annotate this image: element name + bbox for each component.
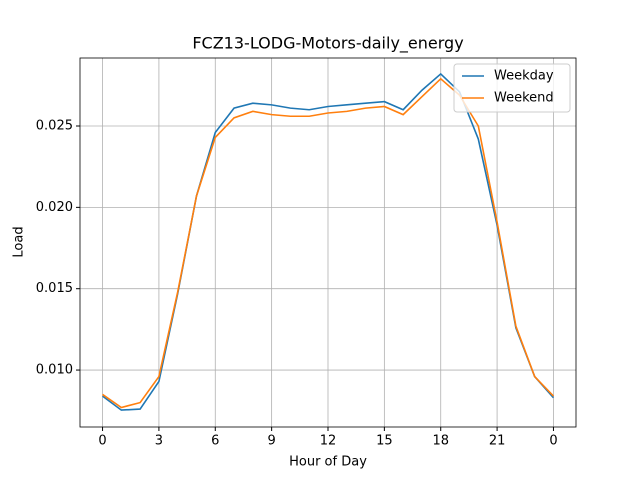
- y-tick-label: 0.025: [36, 119, 73, 134]
- y-axis-label: Load: [12, 226, 27, 257]
- x-tick-label: 9: [267, 434, 275, 449]
- plot-frame: [79, 57, 577, 428]
- y-tick-label: 0.015: [36, 281, 73, 296]
- x-tick-label: 6: [211, 434, 219, 449]
- x-tick-label: 0: [549, 434, 557, 449]
- y-tick-label: 0.020: [36, 200, 73, 215]
- chart-title: FCZ13-LODG-Motors-daily_energy: [192, 34, 463, 54]
- legend-label: Weekday: [494, 69, 554, 84]
- x-tick-label: 18: [432, 434, 449, 449]
- x-tick-label: 12: [320, 434, 337, 449]
- x-axis-label: Hour of Day: [289, 455, 367, 470]
- x-tick-label: 0: [98, 434, 106, 449]
- y-tick-label: 0.010: [36, 363, 73, 378]
- x-tick-label: 15: [376, 434, 393, 449]
- x-tick-label: 3: [155, 434, 163, 449]
- line-series: [102, 77, 555, 409]
- x-tick-label: 21: [489, 434, 506, 449]
- legend-label: Weekend: [494, 91, 554, 106]
